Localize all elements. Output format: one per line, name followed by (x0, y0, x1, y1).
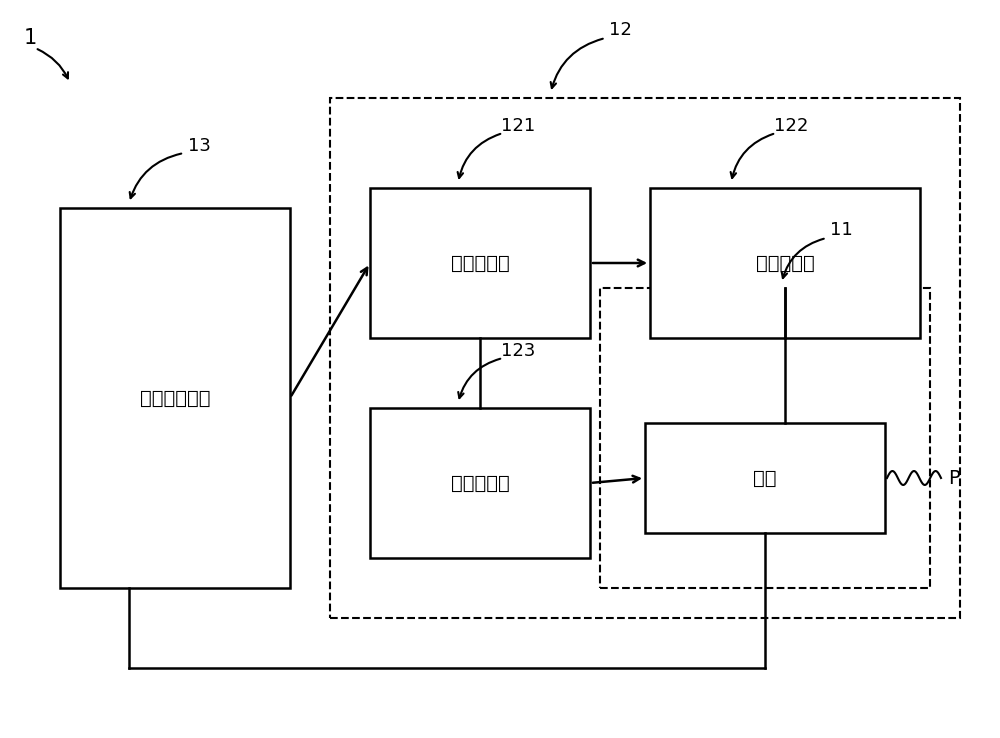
Text: 时序控制器: 时序控制器 (451, 253, 509, 272)
Text: 电源产生电路: 电源产生电路 (140, 388, 210, 407)
Text: 1: 1 (23, 28, 37, 48)
Text: 11: 11 (830, 221, 853, 239)
Text: 12: 12 (609, 21, 632, 39)
Text: P: P (948, 469, 960, 488)
Text: 源极驱动器: 源极驱动器 (756, 253, 814, 272)
FancyBboxPatch shape (370, 188, 590, 338)
Text: 13: 13 (188, 137, 210, 155)
FancyBboxPatch shape (370, 408, 590, 558)
Text: 123: 123 (501, 342, 535, 360)
FancyBboxPatch shape (60, 208, 290, 588)
Text: 像素: 像素 (753, 469, 777, 488)
FancyBboxPatch shape (650, 188, 920, 338)
FancyBboxPatch shape (645, 423, 885, 533)
Text: 栅极驱动器: 栅极驱动器 (451, 474, 509, 492)
Text: 122: 122 (774, 117, 808, 135)
Text: 121: 121 (501, 117, 535, 135)
